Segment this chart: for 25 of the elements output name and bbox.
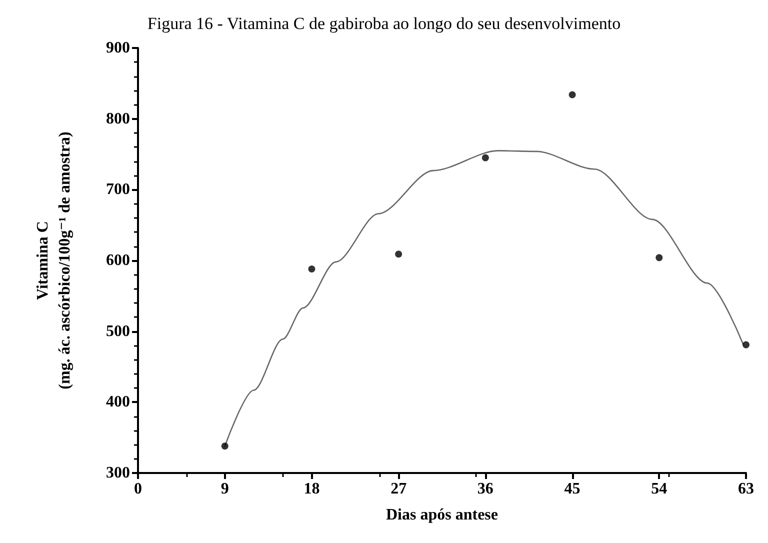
- y-axis-title: Vitamina C (mg. ác. ascórbico/100g⁻¹ de amostra): [34, 132, 74, 390]
- y-tick-label: 900: [106, 40, 130, 56]
- x-tick-label: 63: [738, 480, 754, 498]
- y-tick-label: 500: [106, 322, 130, 340]
- x-tick-label: 27: [390, 480, 407, 498]
- x-tick-label: 45: [564, 480, 580, 498]
- y-tick-label: 800: [106, 110, 130, 128]
- y-tick-label: 700: [106, 181, 130, 198]
- point: [395, 250, 402, 258]
- point: [656, 254, 663, 262]
- x-tick-label: 18: [304, 480, 320, 498]
- point: [308, 266, 316, 272]
- point: [568, 91, 576, 98]
- point: [221, 442, 228, 450]
- y-tick-label: 400: [106, 394, 130, 411]
- point: [482, 154, 489, 162]
- x-tick-label: 0: [134, 480, 142, 498]
- x-axis-title: Dias após antese: [386, 506, 498, 524]
- y-tick-label: 300: [106, 464, 130, 482]
- x-tick-label: 9: [220, 480, 229, 498]
- x-tick-label: 54: [651, 480, 668, 498]
- chart-title: Figura 16 - Vitamina C de gabiroba ao longo do seu desenvolvimento: [147, 14, 621, 33]
- y-tick-label: 600: [106, 252, 130, 269]
- point: [742, 341, 750, 348]
- x-tick-label: 36: [477, 480, 494, 498]
